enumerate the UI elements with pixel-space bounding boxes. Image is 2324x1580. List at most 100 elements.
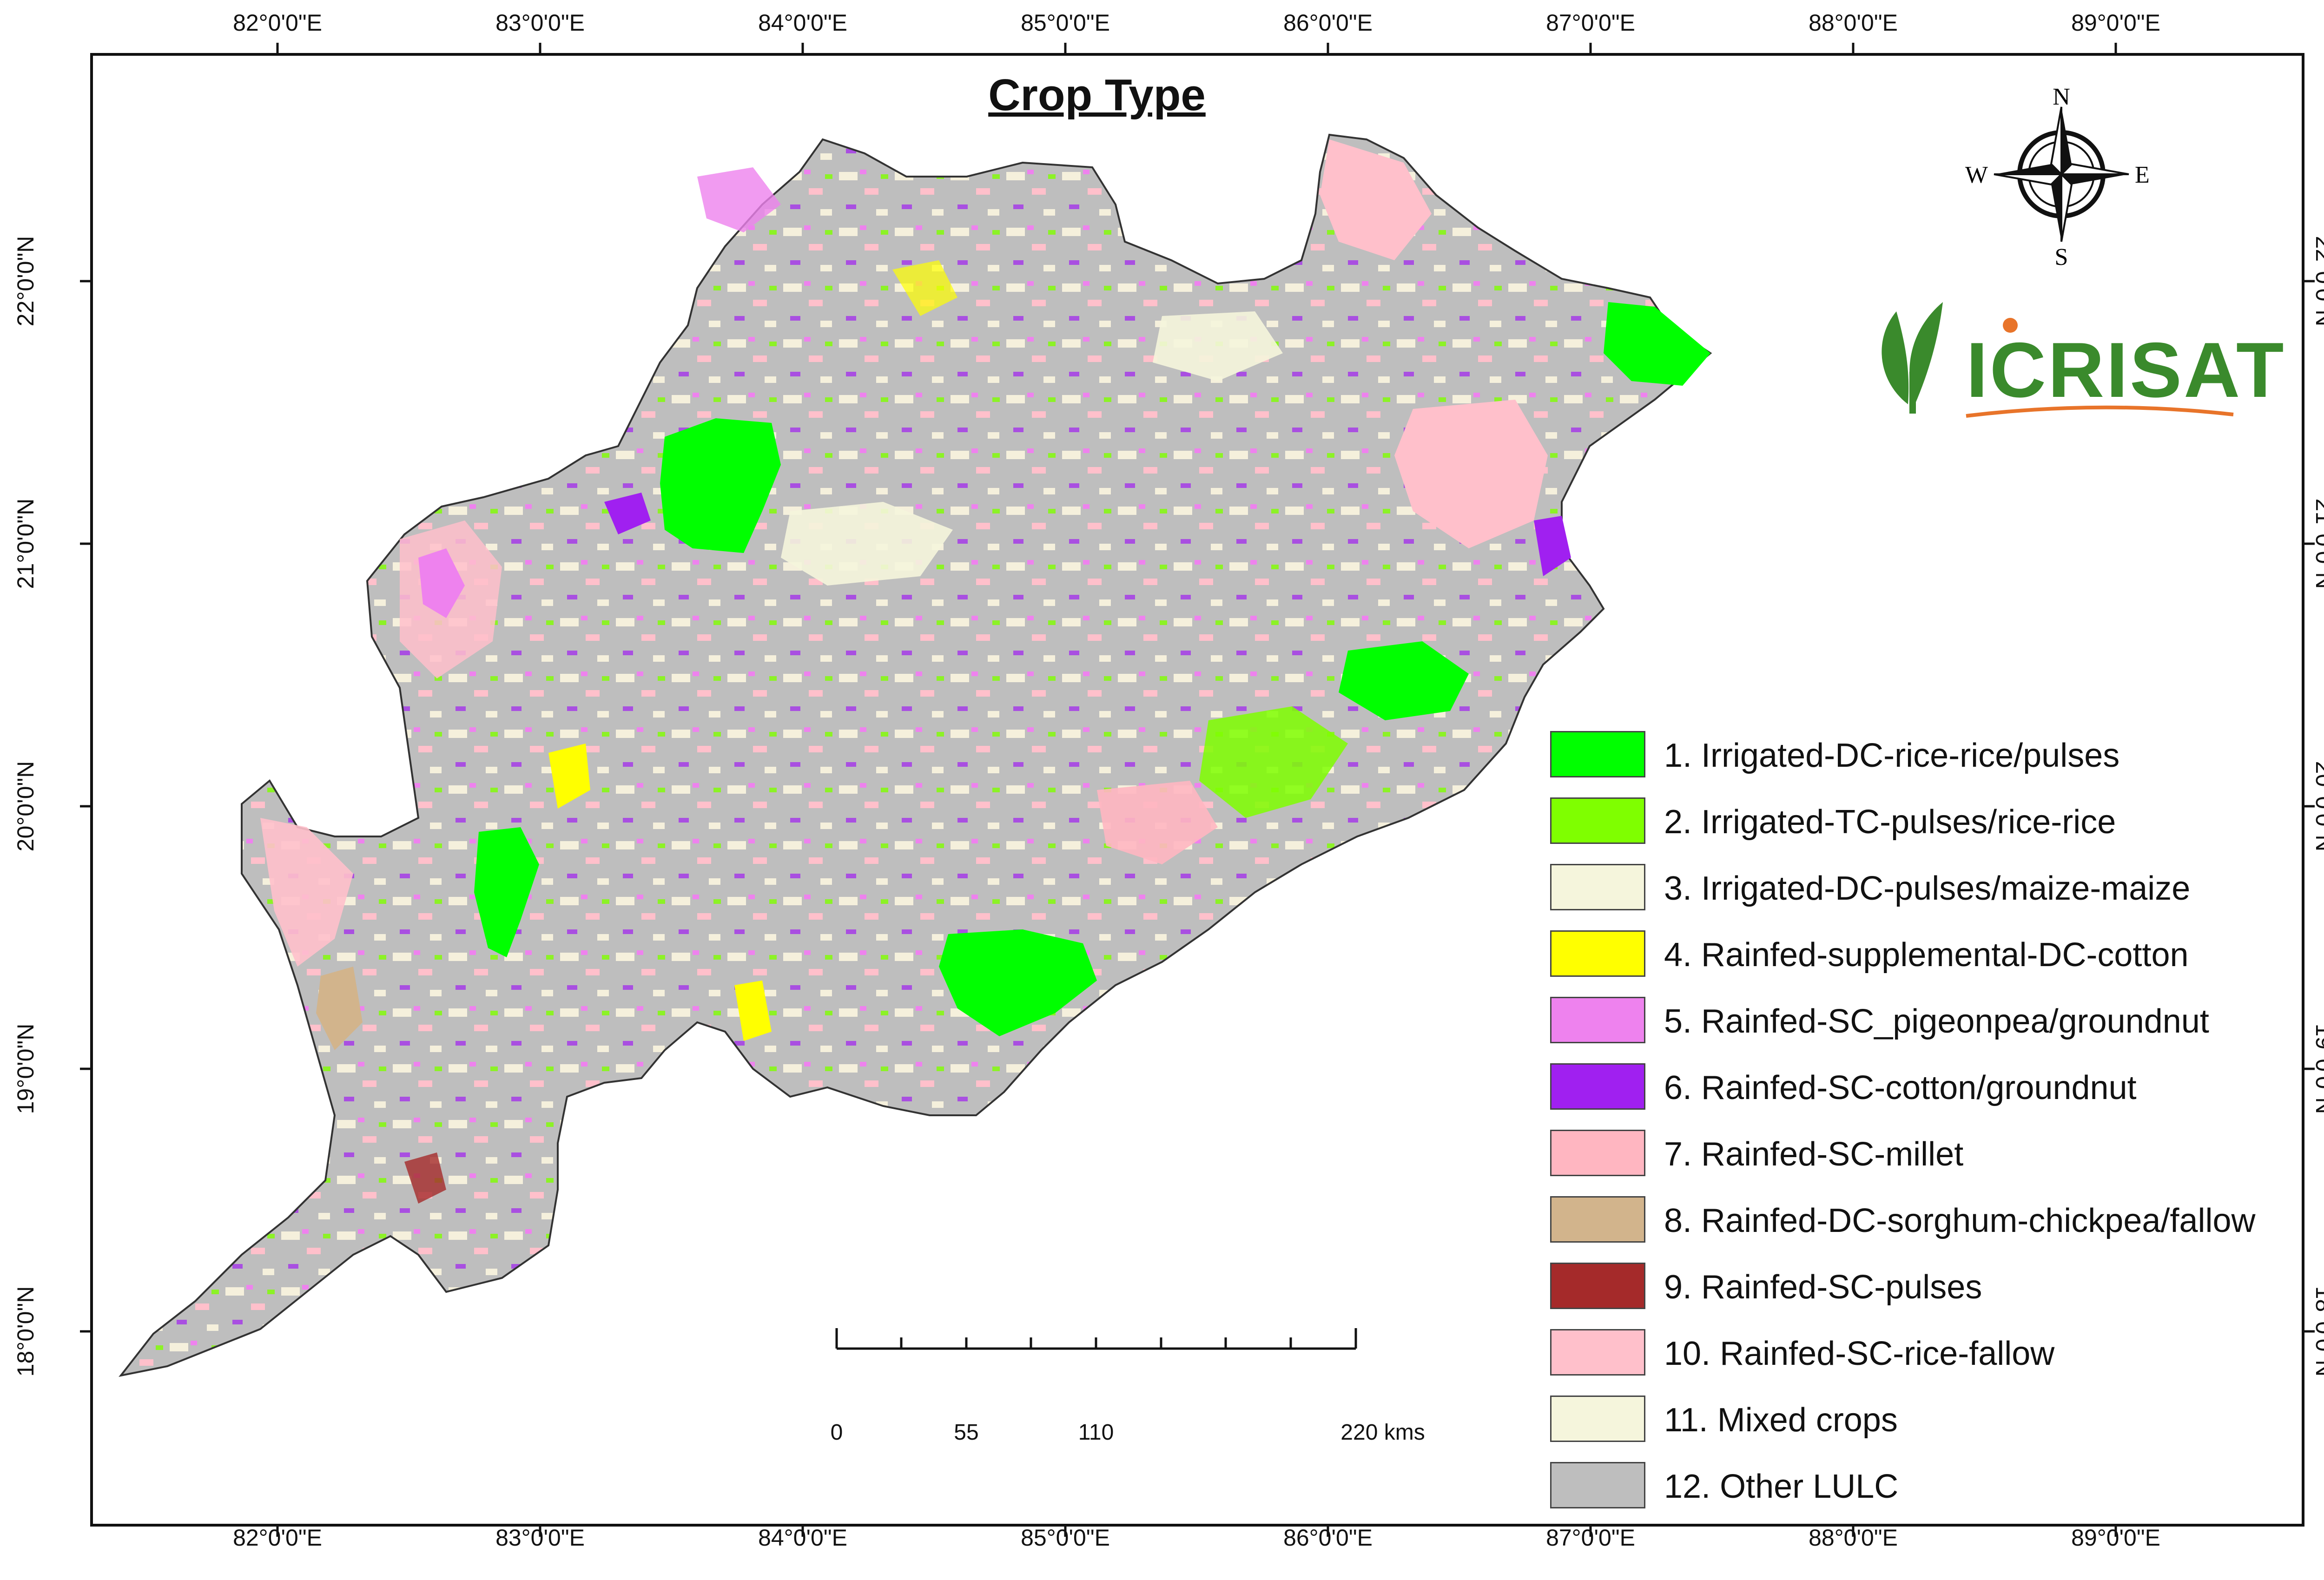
legend-swatch	[1550, 864, 1645, 910]
legend-item: 9. Rainfed-SC-pulses	[1550, 1259, 2324, 1315]
legend-swatch	[1550, 1263, 1645, 1309]
legend-label: 3. Irrigated-DC-pulses/maize-maize	[1664, 870, 2191, 907]
legend-label: 11. Mixed crops	[1664, 1402, 1898, 1439]
legend-swatch	[1550, 1196, 1645, 1243]
map-title: Crop Type	[988, 70, 1206, 120]
longitude-label-top: 85°0'0"E	[1021, 10, 1110, 36]
legend-swatch	[1550, 1396, 1645, 1442]
longitude-label-top: 82°0'0"E	[233, 10, 322, 36]
legend-label: 8. Rainfed-DC-sorghum-chickpea/fallow	[1664, 1202, 2256, 1239]
supplemental-cotton-patch	[892, 260, 957, 316]
legend-label: 10. Rainfed-SC-rice-fallow	[1664, 1335, 2055, 1372]
legend-item: 5. Rainfed-SC_pigeonpea/groundnut	[1550, 993, 2324, 1049]
legend-label: 4. Rainfed-supplemental-DC-cotton	[1664, 936, 2189, 974]
pigeonpea-groundnut-patch	[418, 548, 465, 618]
legend-label: 9. Rainfed-SC-pulses	[1664, 1269, 1982, 1306]
legend-item: 3. Irrigated-DC-pulses/maize-maize	[1550, 860, 2324, 916]
wheat-leaf-icon	[1882, 311, 1909, 404]
longitude-label-bottom: 87°0'0"E	[1546, 1525, 1635, 1551]
latitude-label-left: 22°0'0"N	[13, 236, 39, 327]
legend-item: 10. Rainfed-SC-rice-fallow	[1550, 1325, 2324, 1381]
crop-patches	[260, 139, 1710, 1204]
sorghum-chickpea-patch	[316, 967, 363, 1050]
legend-swatch	[1550, 1063, 1645, 1110]
legend-label: 7. Rainfed-SC-millet	[1664, 1136, 1964, 1173]
legend-item: 4. Rainfed-supplemental-DC-cotton	[1550, 927, 2324, 982]
logo-dot	[2003, 318, 2018, 333]
legend-swatch	[1550, 731, 1645, 777]
latitude-label-left: 20°0'0"N	[13, 761, 39, 852]
longitude-label-top: 89°0'0"E	[2071, 10, 2160, 36]
scale-label: 220 kms	[1340, 1420, 1425, 1445]
legend-swatch	[1550, 1329, 1645, 1376]
longitude-label-bottom: 88°0'0"E	[1809, 1525, 1898, 1551]
logo-text: ICRISAT	[1966, 326, 2286, 414]
longitude-label-bottom: 89°0'0"E	[2071, 1525, 2160, 1551]
irrigated-pulses-patch	[1199, 706, 1348, 818]
map-frame	[90, 53, 2304, 1527]
south-label: S	[2055, 244, 2068, 270]
longitude-label-bottom: 82°0'0"E	[233, 1525, 322, 1551]
east-label: E	[2135, 162, 2150, 188]
icrisat-logo	[1882, 302, 2234, 418]
supplemental-cotton-patch	[548, 744, 590, 809]
irrigated-rice-patch	[939, 929, 1097, 1036]
legend-item: 7. Rainfed-SC-millet	[1550, 1126, 2324, 1182]
longitude-label-bottom: 84°0'0"E	[758, 1525, 847, 1551]
longitude-label-top: 87°0'0"E	[1546, 10, 1635, 36]
west-label: W	[1965, 162, 1988, 188]
latitude-label-right: 21°0'0"N	[2311, 498, 2324, 589]
legend-swatch	[1550, 997, 1645, 1043]
irrigated-rice-patch	[1604, 302, 1710, 386]
logo-swoosh	[1966, 405, 2234, 418]
north-label: N	[2053, 84, 2070, 110]
longitude-label-bottom: 83°0'0"E	[495, 1525, 585, 1551]
longitude-label-top: 86°0'0"E	[1283, 10, 1373, 36]
rainfed-rice-fallow-patch	[1394, 400, 1548, 548]
longitude-label-top: 84°0'0"E	[758, 10, 847, 36]
longitude-label-bottom: 85°0'0"E	[1021, 1525, 1110, 1551]
mixed-crops-patch	[1153, 311, 1283, 381]
latitude-label-right: 22°0'0"N	[2311, 236, 2324, 327]
rainfed-rice-fallow-patch	[1320, 139, 1432, 260]
scale-label: 110	[1078, 1420, 1114, 1445]
legend-item: 6. Rainfed-SC-cotton/groundnut	[1550, 1060, 2324, 1115]
longitude-label-top: 88°0'0"E	[1809, 10, 1898, 36]
legend-item: 1. Irrigated-DC-rice-rice/pulses	[1550, 727, 2324, 783]
legend-label: 5. Rainfed-SC_pigeonpea/groundnut	[1664, 1003, 2209, 1040]
legend-label: 12. Other LULC	[1664, 1468, 1899, 1505]
legend-item: 8. Rainfed-DC-sorghum-chickpea/fallow	[1550, 1192, 2324, 1248]
legend-item: 12. Other LULC	[1550, 1458, 2324, 1514]
irrigated-rice-patch	[660, 418, 781, 553]
cotton-groundnut-patch	[604, 493, 651, 534]
pulses-patch	[404, 1152, 446, 1204]
millet-patch	[1097, 781, 1218, 864]
longitude-label-bottom: 86°0'0"E	[1283, 1525, 1373, 1551]
irrigated-rice-patch	[1339, 641, 1469, 720]
legend-swatch	[1550, 797, 1645, 844]
legend-item: 2. Irrigated-TC-pulses/rice-rice	[1550, 794, 2324, 849]
longitude-label-top: 83°0'0"E	[495, 10, 585, 36]
scale-bar	[835, 1328, 1357, 1350]
cotton-groundnut-patch	[1534, 516, 1571, 576]
north-arrow: N S E W	[1965, 84, 2150, 270]
legend-label: 2. Irrigated-TC-pulses/rice-rice	[1664, 803, 2116, 841]
mixed-crops-patch	[781, 502, 953, 586]
grid-ticks	[80, 43, 2315, 1537]
legend-item: 11. Mixed crops	[1550, 1392, 2324, 1448]
scale-label: 55	[954, 1420, 979, 1445]
latitude-label-left: 21°0'0"N	[13, 498, 39, 589]
scale-label: 0	[830, 1420, 843, 1445]
latitude-label-left: 19°0'0"N	[13, 1023, 39, 1114]
legend-swatch	[1550, 1130, 1645, 1176]
supplemental-cotton-patch	[734, 981, 772, 1041]
legend-swatch	[1550, 1462, 1645, 1508]
legend-label: 6. Rainfed-SC-cotton/groundnut	[1664, 1069, 2137, 1106]
irrigated-rice-patch	[474, 827, 539, 957]
rainfed-rice-fallow-patch	[260, 818, 353, 967]
latitude-label-left: 18°0'0"N	[13, 1286, 39, 1377]
legend-swatch	[1550, 930, 1645, 977]
odisha-state-outline	[119, 133, 1712, 1377]
